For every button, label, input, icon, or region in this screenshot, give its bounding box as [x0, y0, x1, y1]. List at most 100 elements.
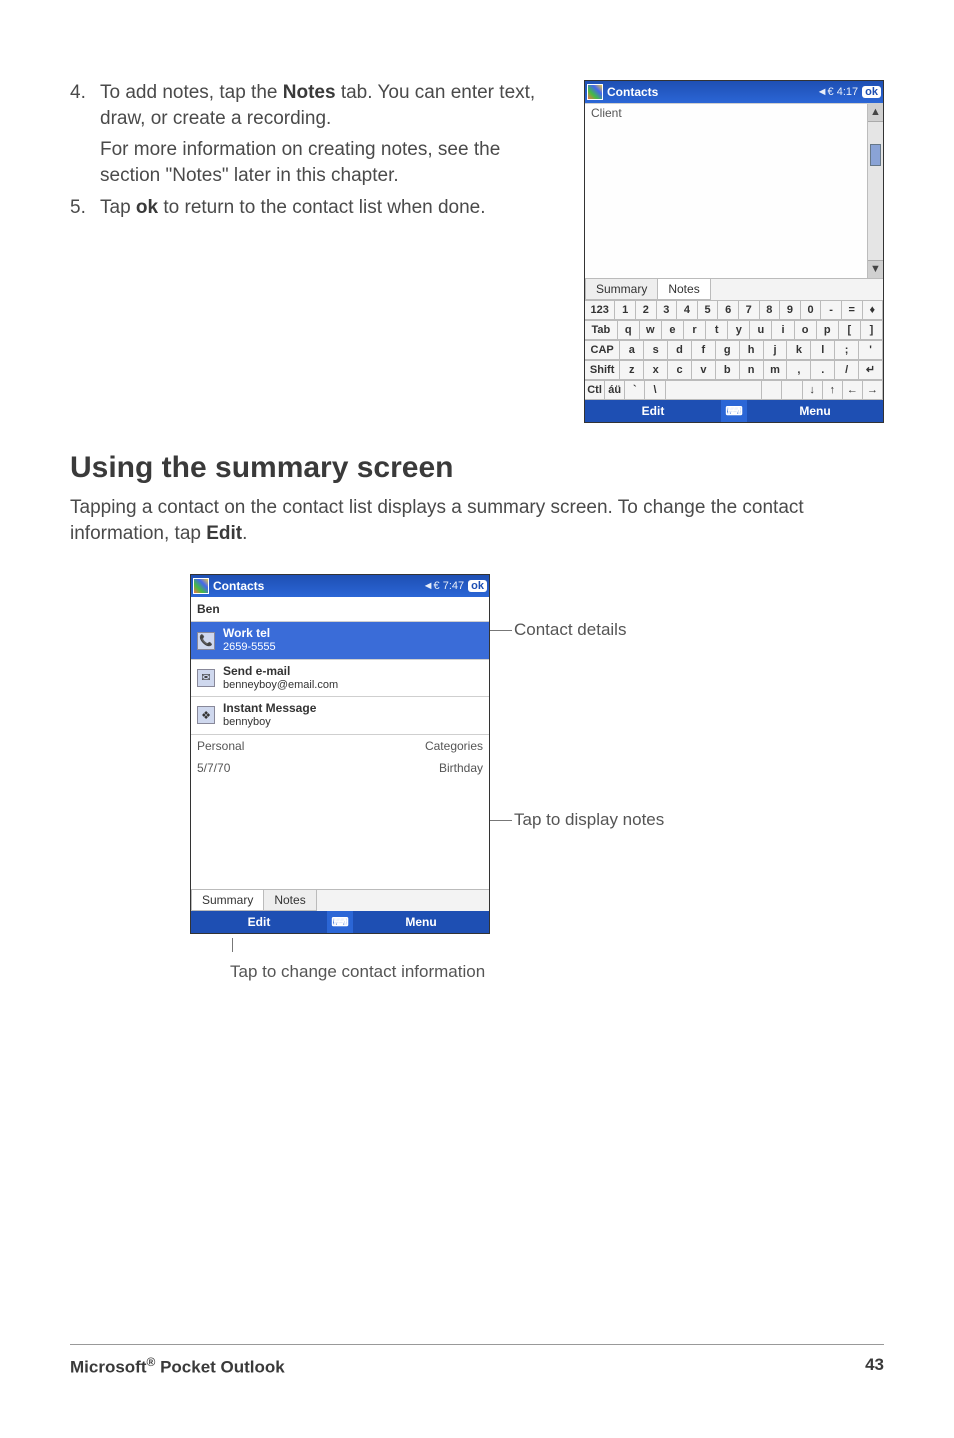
keyboard-key[interactable]: [ [839, 321, 861, 340]
keyboard-key[interactable]: f [692, 341, 716, 360]
footer-product: Pocket Outlook [155, 1358, 284, 1377]
keyboard-key[interactable] [666, 381, 763, 400]
keyboard-key[interactable]: j [764, 341, 788, 360]
keyboard-key[interactable]: - [821, 301, 842, 320]
keyboard-key[interactable]: v [692, 361, 716, 380]
keyboard-key[interactable]: o [795, 321, 817, 340]
keyboard-key[interactable]: 5 [698, 301, 719, 320]
keyboard-key[interactable]: ` [625, 381, 645, 400]
keyboard-key[interactable]: ♦ [863, 301, 884, 320]
birthday-label: Birthday [439, 761, 483, 775]
keyboard-key[interactable]: z [620, 361, 644, 380]
keyboard-key[interactable]: 8 [760, 301, 781, 320]
keyboard-key[interactable]: u [750, 321, 772, 340]
device2-edit-button[interactable]: Edit [191, 915, 327, 929]
keyboard-key[interactable]: n [740, 361, 764, 380]
tab-summary[interactable]: Summary [585, 279, 658, 300]
device1-menu-button[interactable]: Menu [747, 404, 883, 418]
keyboard-key[interactable]: 0 [801, 301, 822, 320]
keyboard-key[interactable]: r [684, 321, 706, 340]
scroll-down-icon[interactable]: ▼ [868, 260, 883, 278]
keyboard-key[interactable]: . [811, 361, 835, 380]
callout-edit: Tap to change contact information [230, 962, 490, 982]
keyboard-key[interactable]: áü [605, 381, 625, 400]
keyboard-key[interactable]: CAP [585, 341, 620, 360]
keyboard-key[interactable] [762, 381, 782, 400]
keyboard-key[interactable]: q [618, 321, 640, 340]
device-summary-screenshot: Contacts ◄€ 7:47 ok Ben 📞Work tel2659-55… [190, 574, 490, 933]
keyboard-key[interactable]: ↓ [803, 381, 823, 400]
keyboard-key[interactable]: i [772, 321, 794, 340]
keyboard-key[interactable]: s [644, 341, 668, 360]
notes-text-area[interactable]: Client [585, 104, 883, 122]
para-a: Tapping a contact on the contact list di… [70, 497, 804, 544]
keyboard-key[interactable]: 9 [780, 301, 801, 320]
keyboard-key[interactable]: , [787, 361, 811, 380]
keyboard-key[interactable]: p [817, 321, 839, 340]
keyboard-key[interactable]: ↑ [823, 381, 843, 400]
keyboard-key[interactable]: l [811, 341, 835, 360]
keyboard-key[interactable]: d [668, 341, 692, 360]
keyboard-key[interactable]: ] [861, 321, 883, 340]
keyboard-key[interactable]: 2 [636, 301, 657, 320]
keyboard-key[interactable]: a [620, 341, 644, 360]
keyboard-key[interactable]: \ [645, 381, 665, 400]
step-4-a: To add notes, tap the [100, 82, 283, 103]
para-b: . [242, 523, 247, 544]
keyboard-key[interactable] [782, 381, 802, 400]
scroll-thumb[interactable] [870, 144, 881, 166]
keyboard-key[interactable]: m [764, 361, 788, 380]
device1-status: ◄€ 4:17 [817, 86, 858, 98]
contact-detail-row[interactable]: ❖Instant Messagebennyboy [191, 697, 489, 734]
start-icon[interactable] [587, 84, 603, 100]
keyboard-key[interactable]: g [716, 341, 740, 360]
keyboard-key[interactable]: y [728, 321, 750, 340]
onscreen-keyboard[interactable]: 1231234567890-=♦Tabqwertyuiop[]CAPasdfgh… [585, 300, 883, 400]
keyboard-key[interactable]: = [842, 301, 863, 320]
device2-menu-button[interactable]: Menu [353, 915, 489, 929]
keyboard-key[interactable]: ' [859, 341, 883, 360]
keyboard-key[interactable]: e [662, 321, 684, 340]
device2-ok-button[interactable]: ok [468, 580, 487, 592]
keyboard-key[interactable]: / [835, 361, 859, 380]
tab-summary[interactable]: Summary [191, 890, 264, 911]
keyboard-key[interactable]: Ctl [585, 381, 605, 400]
para-bold: Edit [206, 523, 242, 544]
keyboard-toggle-icon[interactable]: ⌨ [327, 911, 353, 933]
keyboard-key[interactable]: ← [843, 381, 863, 400]
keyboard-key[interactable]: 123 [585, 301, 615, 320]
keyboard-key[interactable]: k [787, 341, 811, 360]
keyboard-toggle-icon[interactable]: ⌨ ▴ [721, 400, 747, 422]
keyboard-key[interactable]: ↵ [859, 361, 883, 380]
keyboard-key[interactable]: 3 [657, 301, 678, 320]
keyboard-key[interactable]: Tab [585, 321, 618, 340]
step-5-text: Tap ok to return to the contact list whe… [100, 195, 544, 221]
keyboard-key[interactable]: w [640, 321, 662, 340]
tab-notes[interactable]: Notes [657, 279, 710, 300]
keyboard-key[interactable]: x [644, 361, 668, 380]
keyboard-key[interactable]: ; [835, 341, 859, 360]
keyboard-key[interactable]: 4 [677, 301, 698, 320]
keyboard-key[interactable]: → [863, 381, 883, 400]
start-icon[interactable] [193, 578, 209, 594]
device1-edit-button[interactable]: Edit [585, 404, 721, 418]
keyboard-key[interactable]: Shift [585, 361, 620, 380]
contact-detail-row[interactable]: 📞Work tel2659-5555 [191, 622, 489, 659]
keyboard-key[interactable]: 6 [718, 301, 739, 320]
contact-detail-row[interactable]: ✉Send e-mailbenneyboy@email.com [191, 660, 489, 697]
keyboard-key[interactable]: h [740, 341, 764, 360]
tab-notes[interactable]: Notes [263, 890, 316, 911]
category-label: Categories [425, 739, 483, 753]
scrollbar[interactable]: ▲ ▼ [867, 104, 883, 278]
contact-name: Ben [191, 597, 489, 622]
scroll-up-icon[interactable]: ▲ [868, 104, 883, 122]
keyboard-key[interactable]: b [716, 361, 740, 380]
device1-ok-button[interactable]: ok [862, 86, 881, 98]
keyboard-key[interactable]: 1 [615, 301, 636, 320]
keyboard-key[interactable]: t [706, 321, 728, 340]
device2-status: ◄€ 7:47 [423, 580, 464, 592]
row-icon: ✉ [197, 669, 215, 687]
keyboard-key[interactable]: c [668, 361, 692, 380]
row-value: 2659-5555 [223, 641, 276, 654]
keyboard-key[interactable]: 7 [739, 301, 760, 320]
